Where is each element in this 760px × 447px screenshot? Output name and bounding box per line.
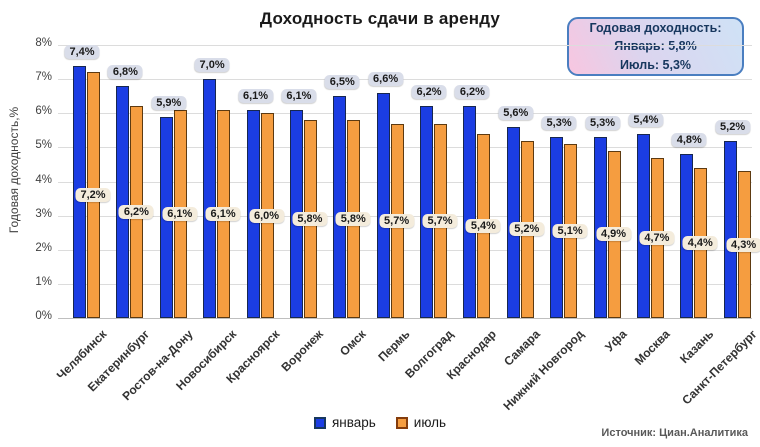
x-axis-label: Омск	[337, 327, 370, 359]
x-axis-label: Самара	[500, 327, 543, 369]
bar-label-july: 5,1%	[552, 224, 588, 238]
bar-january	[203, 79, 217, 318]
bar-january	[636, 133, 650, 318]
y-axis-tick: 5%	[35, 139, 52, 152]
bar-label-july: 5,7%	[379, 213, 415, 228]
annotation-line-heading: Годовая доходность:	[589, 21, 722, 36]
y-axis-tick: 1%	[35, 275, 52, 288]
bar-label-january: 5,2%	[715, 119, 751, 134]
legend-label-january: январь	[331, 415, 376, 430]
y-axis-tick: 0%	[35, 310, 52, 322]
y-axis-tick: 8%	[35, 37, 52, 49]
bar-label-july: 6,0%	[248, 208, 285, 223]
bar-label-january: 6,8%	[107, 65, 143, 79]
x-axis-label: Казань	[676, 327, 717, 367]
annotation-box: Годовая доходность: Январь: 5,8% Июль: 5…	[567, 17, 744, 76]
bar-label-july: 5,7%	[422, 213, 458, 228]
bar-label-january: 6,2%	[454, 85, 490, 100]
bar-label-july: 7,2%	[75, 188, 111, 203]
bar-label-july: 4,9%	[595, 227, 632, 242]
bar-label-july: 6,1%	[205, 206, 241, 221]
bar-label-january: 5,9%	[151, 95, 187, 110]
gridline	[58, 113, 752, 115]
y-axis-tick: 3%	[35, 207, 52, 220]
chart-title: Доходность сдачи в аренду	[259, 9, 501, 28]
legend-item-july: июль	[395, 415, 447, 430]
gridline	[58, 181, 752, 183]
legend-swatch-july-icon	[395, 416, 408, 429]
bar-label-january: 5,4%	[628, 112, 664, 127]
bar-january	[463, 106, 477, 318]
x-axis-line	[58, 318, 752, 319]
gridline	[58, 249, 752, 251]
bar-label-january: 7,0%	[194, 58, 230, 73]
legend-label-july: июль	[413, 415, 447, 430]
bar-label-january: 5,3%	[541, 116, 577, 131]
bar-label-january: 6,2%	[411, 85, 447, 100]
bar-label-january: 5,6%	[498, 105, 534, 120]
x-axis-label: Санкт-Петербург	[679, 327, 760, 408]
bar-label-january: 6,1%	[237, 88, 274, 103]
gridline	[58, 283, 752, 285]
bar-label-january: 6,5%	[324, 75, 360, 90]
bar-january	[376, 92, 390, 318]
bar-label-july: 4,3%	[726, 237, 760, 252]
bar-label-july: 5,2%	[509, 222, 545, 237]
bar-label-january: 6,1%	[281, 88, 317, 103]
annotation-line-january: Январь: 5,8%	[614, 39, 697, 54]
y-axis-tick: 6%	[35, 105, 52, 118]
y-axis-tick: 7%	[35, 71, 52, 84]
bar-january	[723, 140, 737, 318]
bar-january	[333, 96, 347, 318]
gridline	[58, 147, 752, 149]
bar-label-july: 5,4%	[465, 218, 501, 233]
bar-label-july: 6,1%	[162, 206, 198, 221]
bar-label-july: 5,8%	[335, 212, 371, 226]
legend-item-january: январь	[313, 415, 376, 430]
x-axis-label: Воронеж	[278, 327, 326, 375]
gridline	[58, 79, 752, 81]
bar-january	[420, 106, 433, 318]
bar-label-january: 6,6%	[368, 71, 404, 86]
bar-label-july: 4,4%	[682, 235, 718, 250]
bar-label-july: 5,8%	[292, 212, 328, 226]
y-axis-tick: 2%	[35, 241, 52, 254]
annotation-line-july: Июль: 5,3%	[619, 57, 692, 72]
bar-label-january: 5,3%	[584, 116, 621, 131]
bar-label-july: 6,2%	[118, 205, 154, 220]
x-axis-label: Нижний Новгород	[500, 327, 587, 413]
y-axis-tick: 4%	[35, 173, 52, 186]
x-axis-label: Уфа	[602, 327, 630, 355]
bar-label-january: 7,4%	[64, 44, 100, 59]
bar-label-july: 4,7%	[639, 230, 675, 245]
bar-label-january: 4,8%	[671, 133, 707, 148]
source-attribution: Источник: Циан.Аналитика	[601, 427, 748, 439]
chart-legend: январь июль	[0, 415, 760, 430]
legend-swatch-january-icon	[313, 416, 326, 429]
x-axis-label: Пермь	[375, 327, 413, 365]
x-axis-label: Москва	[631, 327, 673, 368]
bar-january	[116, 86, 130, 318]
gridline	[58, 45, 752, 46]
